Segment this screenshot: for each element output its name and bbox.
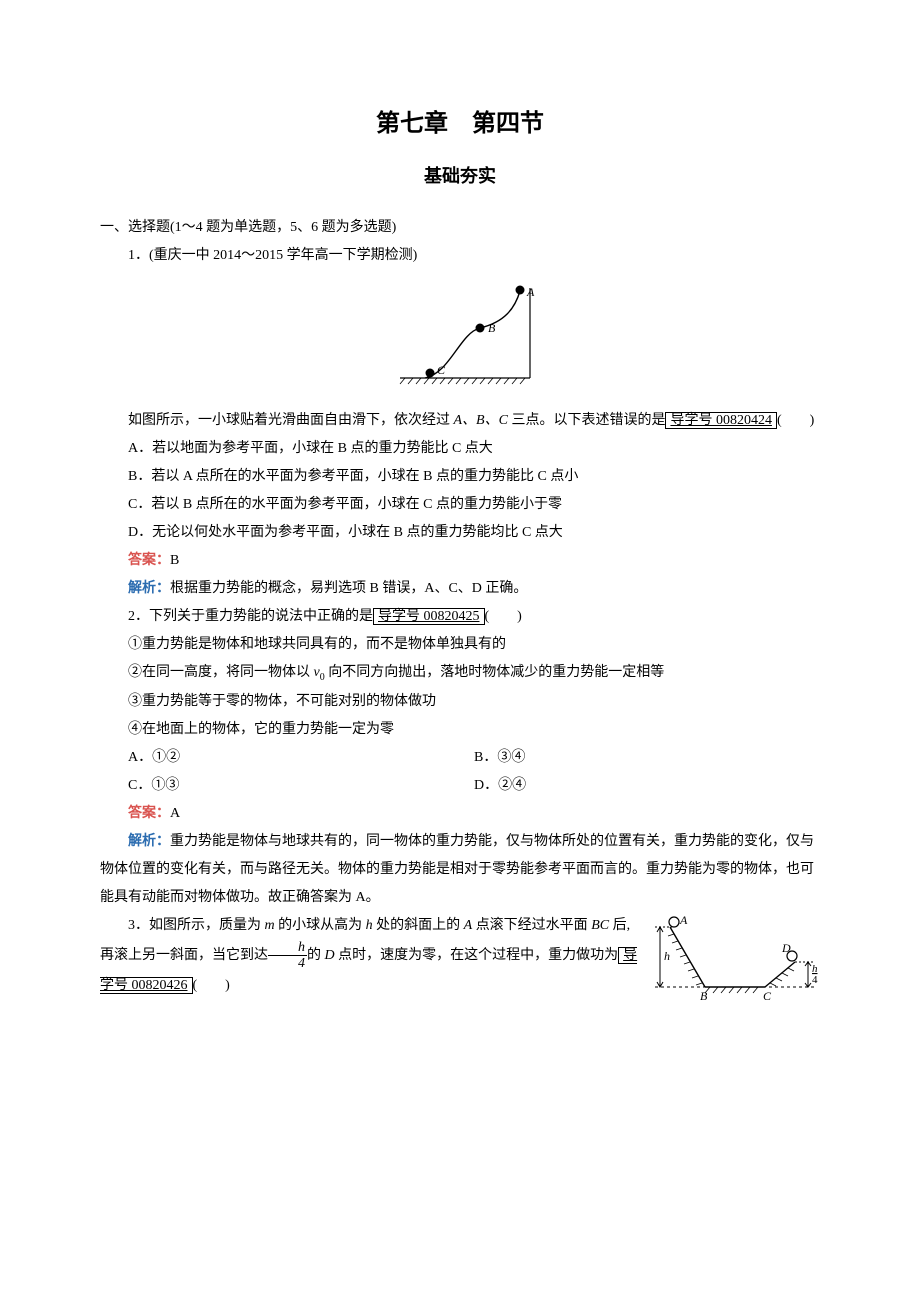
- q2-answer: 答案：A: [100, 800, 820, 828]
- q2-explain: 解析：重力势能是物体与地球共有的，同一物体的重力势能，仅与物体所处的位置有关，重…: [100, 828, 820, 912]
- q1-optB: B．若以 A 点所在的水平面为参考平面，小球在 B 点的重力势能比 C 点小: [100, 463, 820, 491]
- q3-figure: A B C D h h 4: [650, 912, 820, 1013]
- q1-optA: A．若以地面为参考平面，小球在 B 点的重力势能比 C 点大: [100, 435, 820, 463]
- q2-options: A．①② B．③④ C．①③ D．②④: [100, 744, 820, 800]
- q1-link[interactable]: 导学号 00820424: [665, 412, 777, 429]
- q2-optC: C．①③: [128, 772, 474, 800]
- q1-explain: 解析：根据重力势能的概念，易判选项 B 错误，A、C、D 正确。: [100, 575, 820, 603]
- svg-text:C: C: [437, 363, 446, 377]
- q2-s3: ③重力势能等于零的物体，不可能对别的物体做功: [100, 688, 820, 716]
- svg-text:A: A: [526, 285, 535, 299]
- svg-text:B: B: [488, 321, 496, 335]
- q1-number: 1．: [128, 248, 149, 263]
- q2-s2: ②在同一高度，将同一物体以 v0 向不同方向抛出，落地时物体减少的重力势能一定相…: [100, 659, 820, 688]
- q2-optA: A．①②: [128, 744, 474, 772]
- section-heading: 一、选择题(1～4 题为单选题，5、6 题为多选题): [100, 214, 820, 242]
- q1-optD: D．无论以何处水平面为参考平面，小球在 B 点的重力势能均比 C 点大: [100, 519, 820, 547]
- q1-optC: C．若以 B 点所在的水平面为参考平面，小球在 C 点的重力势能小于零: [100, 491, 820, 519]
- q2-link[interactable]: 导学号 00820425: [373, 608, 485, 625]
- q1-stem: 如图所示，一小球贴着光滑曲面自由滑下，依次经过 A、B、C 三点。以下表述错误的…: [100, 407, 820, 435]
- q1-answer: 答案：B: [100, 547, 820, 575]
- svg-text:4: 4: [812, 974, 818, 986]
- q2-optB: B．③④: [474, 744, 820, 772]
- q2-s4: ④在地面上的物体，它的重力势能一定为零: [100, 716, 820, 744]
- q2-stem: 2．下列关于重力势能的说法中正确的是导学号 00820425( ): [100, 603, 820, 631]
- q1-figure: A B C: [100, 278, 820, 399]
- page-subtitle: 基础夯实: [100, 158, 820, 194]
- svg-text:B: B: [700, 989, 708, 1002]
- q2-s1: ①重力势能是物体和地球共同具有的，而不是物体单独具有的: [100, 631, 820, 659]
- svg-text:D: D: [781, 941, 791, 955]
- q2-number: 2．: [128, 609, 149, 624]
- svg-text:A: A: [679, 913, 688, 927]
- svg-text:C: C: [763, 989, 772, 1002]
- chapter-title: 第七章 第四节: [100, 100, 820, 148]
- q2-optD: D．②④: [474, 772, 820, 800]
- q3-number: 3．: [128, 918, 149, 933]
- svg-text:h: h: [664, 949, 670, 963]
- q1-source: 1．(重庆一中 2014～2015 学年高一下学期检测): [100, 242, 820, 270]
